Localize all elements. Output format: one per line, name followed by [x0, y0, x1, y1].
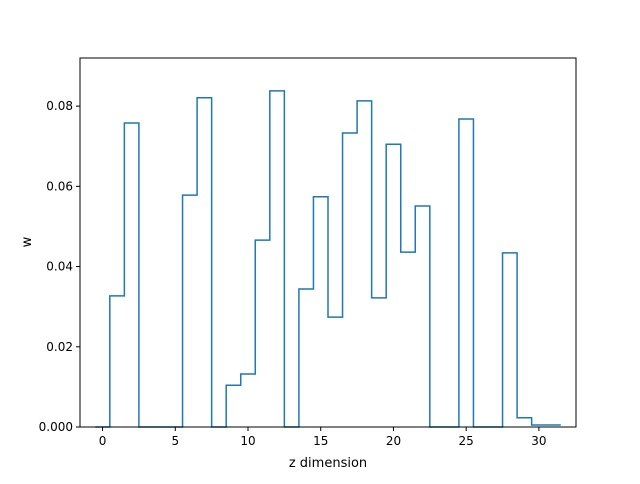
- x-tick-label: 15: [313, 434, 328, 448]
- x-tick-label: 0: [99, 434, 107, 448]
- y-tick-label: 0.04: [46, 260, 73, 274]
- plot-area: [95, 90, 561, 428]
- y-tick-label: 0.000: [39, 420, 73, 434]
- x-tick-label: 10: [240, 434, 255, 448]
- x-tick-label: 25: [459, 434, 474, 448]
- y-tick-label: 0.02: [46, 340, 73, 354]
- y-axis-label: w: [20, 236, 35, 247]
- y-tick-label: 0.08: [46, 99, 73, 113]
- y-tick-label: 0.06: [46, 179, 73, 193]
- x-tick-label: 30: [531, 434, 546, 448]
- x-axis-label: z dimension: [289, 456, 367, 471]
- x-tick-label: 5: [171, 434, 179, 448]
- x-tick-label: 20: [386, 434, 401, 448]
- axis-ticks: 0 5 10 15 20 25 30 0.000 0.02 0.04 0.06 0.08: [39, 99, 547, 448]
- axes-frame: [79, 57, 577, 428]
- series-step-line: [95, 90, 561, 428]
